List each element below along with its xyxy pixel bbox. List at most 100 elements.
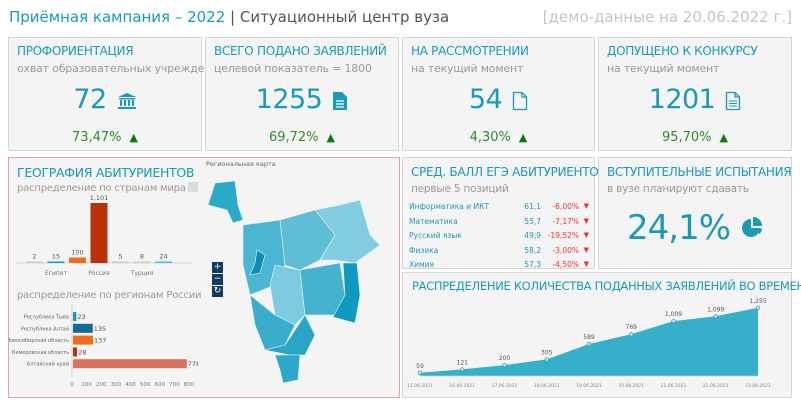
area-series xyxy=(420,307,758,376)
x-tick-label: 17.06.2021 xyxy=(492,383,518,389)
arrow-up-icon: ▲ xyxy=(129,131,139,144)
ege-change: -6,00% xyxy=(552,202,579,211)
x-tick-label: 21.06.2021 xyxy=(661,383,687,389)
x-tick-label: 400 xyxy=(125,382,136,388)
map-zoom-in-button[interactable]: + xyxy=(212,262,223,273)
ege-title: СРЕД. БАЛЛ ЕГЭ АБИТУРИЕНТОВ xyxy=(411,165,607,179)
arrow-down-icon: ▼ xyxy=(583,245,589,254)
arrow-up-icon: ▲ xyxy=(518,131,528,144)
ege-change: -3,00% xyxy=(552,245,579,255)
kpi-value: 1201 xyxy=(648,84,716,115)
map-reset-button[interactable]: ↻ xyxy=(212,286,223,297)
kpi-title: ДОПУЩЕНО К КОНКУРСУ xyxy=(607,44,758,58)
exams-subtitle: в вузе планируют сдавать xyxy=(607,183,749,195)
bank-icon xyxy=(107,84,137,115)
regional-map[interactable] xyxy=(205,175,390,385)
data-label: 1,099 xyxy=(707,306,724,313)
bar-value-label: 15 xyxy=(52,253,60,261)
document-outline-icon xyxy=(502,84,528,115)
data-label: 1,009 xyxy=(665,311,682,318)
category-label: Египет xyxy=(45,270,67,277)
x-tick-label: 15.06.2021 xyxy=(407,383,433,389)
kpi-title: НА РАССМОТРЕНИИ xyxy=(411,44,529,58)
ege-card: СРЕД. БАЛЛ ЕГЭ АБИТУРИЕНТОВ первые 5 поз… xyxy=(402,157,607,272)
kpi-subtitle: на текущий момент xyxy=(607,62,720,75)
bar xyxy=(73,335,94,345)
bar-value-label: 5 xyxy=(118,253,122,261)
arrow-down-icon: ▼ xyxy=(583,231,589,239)
kpi-subtitle: охват образовательных учреждений xyxy=(17,62,226,75)
x-tick-label: 700 xyxy=(169,382,180,388)
data-label: 589 xyxy=(583,334,595,341)
demo-data-note: [демо-данные на 20.06.2022 г.] xyxy=(542,8,792,26)
data-label: 1,255 xyxy=(749,298,766,305)
x-tick-label: 500 xyxy=(140,382,151,388)
x-tick-label: 200 xyxy=(96,382,107,388)
chart-menu-icon[interactable] xyxy=(188,182,198,192)
bar xyxy=(26,261,43,263)
data-point xyxy=(417,370,423,375)
ege-subject: Русский язык xyxy=(409,231,462,240)
bar-value-label: 28 xyxy=(78,348,86,356)
exams-value: 24,1% xyxy=(627,208,731,248)
ege-row: Химия 57,3 -4,50% ▼ xyxy=(409,260,589,272)
kpi-card: ВСЕГО ПОДАНО ЗАЯВЛЕНИЙ целевой показател… xyxy=(205,37,399,151)
data-point xyxy=(502,363,507,368)
countries-subtitle: распределение по странам мира xyxy=(17,183,186,194)
map-region xyxy=(314,199,381,264)
ege-subject: Математика xyxy=(409,216,458,226)
map-title: Региональная карта xyxy=(206,160,276,168)
bar-value-label: 100 xyxy=(71,249,83,257)
bar-value-label: 778 xyxy=(188,360,198,368)
x-tick-label: 22.06.2021 xyxy=(703,383,729,389)
ege-score: 58,2 xyxy=(524,245,541,255)
pie-chart-icon xyxy=(742,217,762,237)
arrow-down-icon: ▼ xyxy=(583,202,589,210)
bar-value-label: 23 xyxy=(77,313,85,321)
page-title: Приёмная кампания – 2022 | Ситуационный … xyxy=(9,8,450,26)
x-tick-label: 23.06.2021 xyxy=(745,383,771,389)
bar-value-label: 137 xyxy=(94,337,106,345)
bar xyxy=(155,261,172,263)
x-tick-label: 19.06.2021 xyxy=(576,383,602,389)
x-tick-label: 16.06.2021 xyxy=(449,383,475,389)
document-filled-icon xyxy=(322,84,348,115)
x-tick-label: 0 xyxy=(70,382,74,388)
arrow-up-icon: ▲ xyxy=(719,131,729,144)
applications-area-chart: 59 15.06.2021 121 16.06.2021 200 17.06.2021 30… xyxy=(407,298,771,389)
data-label: 200 xyxy=(499,355,511,362)
kpi-change: 4,30% xyxy=(469,130,511,145)
timeline-title: РАСПРЕДЕЛЕНИЕ КОЛИЧЕСТВА ПОДАННЫХ ЗАЯВЛЕ… xyxy=(412,279,801,293)
kpi-change: 95,70% xyxy=(661,130,712,145)
category-label: Республика Алтай xyxy=(21,325,69,332)
ege-score: 55,7 xyxy=(524,216,541,226)
category-label: Новосибирская область xyxy=(8,338,69,344)
bar xyxy=(73,323,93,333)
ege-subject: Химия xyxy=(409,260,435,269)
ege-score: 49,9 xyxy=(524,231,541,240)
ege-subject: Физика xyxy=(409,245,439,255)
category-label: Турция xyxy=(130,270,154,277)
kpi-change: 73,47% xyxy=(71,130,122,145)
exams-title: ВСТУПИТЕЛЬНЫЕ ИСПЫТАНИЯ xyxy=(607,165,792,179)
category-label: Алтайский край xyxy=(27,361,69,368)
ege-score: 57,3 xyxy=(524,260,541,269)
kpi-subtitle: целевой показатель = 1800 xyxy=(214,62,372,75)
kpi-value: 72 xyxy=(73,84,107,115)
data-point xyxy=(755,305,761,310)
data-label: 305 xyxy=(541,349,553,356)
map-zoom-out-button[interactable]: − xyxy=(212,274,223,285)
bar-value-label: 135 xyxy=(94,325,106,333)
geography-title: ГЕОГРАФИЯ АБИТУРИЕНТОВ xyxy=(17,165,195,180)
ege-row: Математика 55,7 -7,17% ▼ xyxy=(409,217,589,229)
map-region xyxy=(207,180,244,224)
bar xyxy=(69,257,86,263)
ege-change: -4,50% xyxy=(552,260,579,269)
data-point xyxy=(713,314,718,319)
ege-subject: Информатика и ИКТ xyxy=(409,202,490,211)
ege-change: -19,52% xyxy=(547,231,579,240)
data-point xyxy=(671,319,676,324)
ege-row: Физика 58,2 -3,00% ▼ xyxy=(409,246,589,258)
data-label: 769 xyxy=(626,324,638,331)
kpi-subtitle: на текущий момент xyxy=(411,62,524,75)
